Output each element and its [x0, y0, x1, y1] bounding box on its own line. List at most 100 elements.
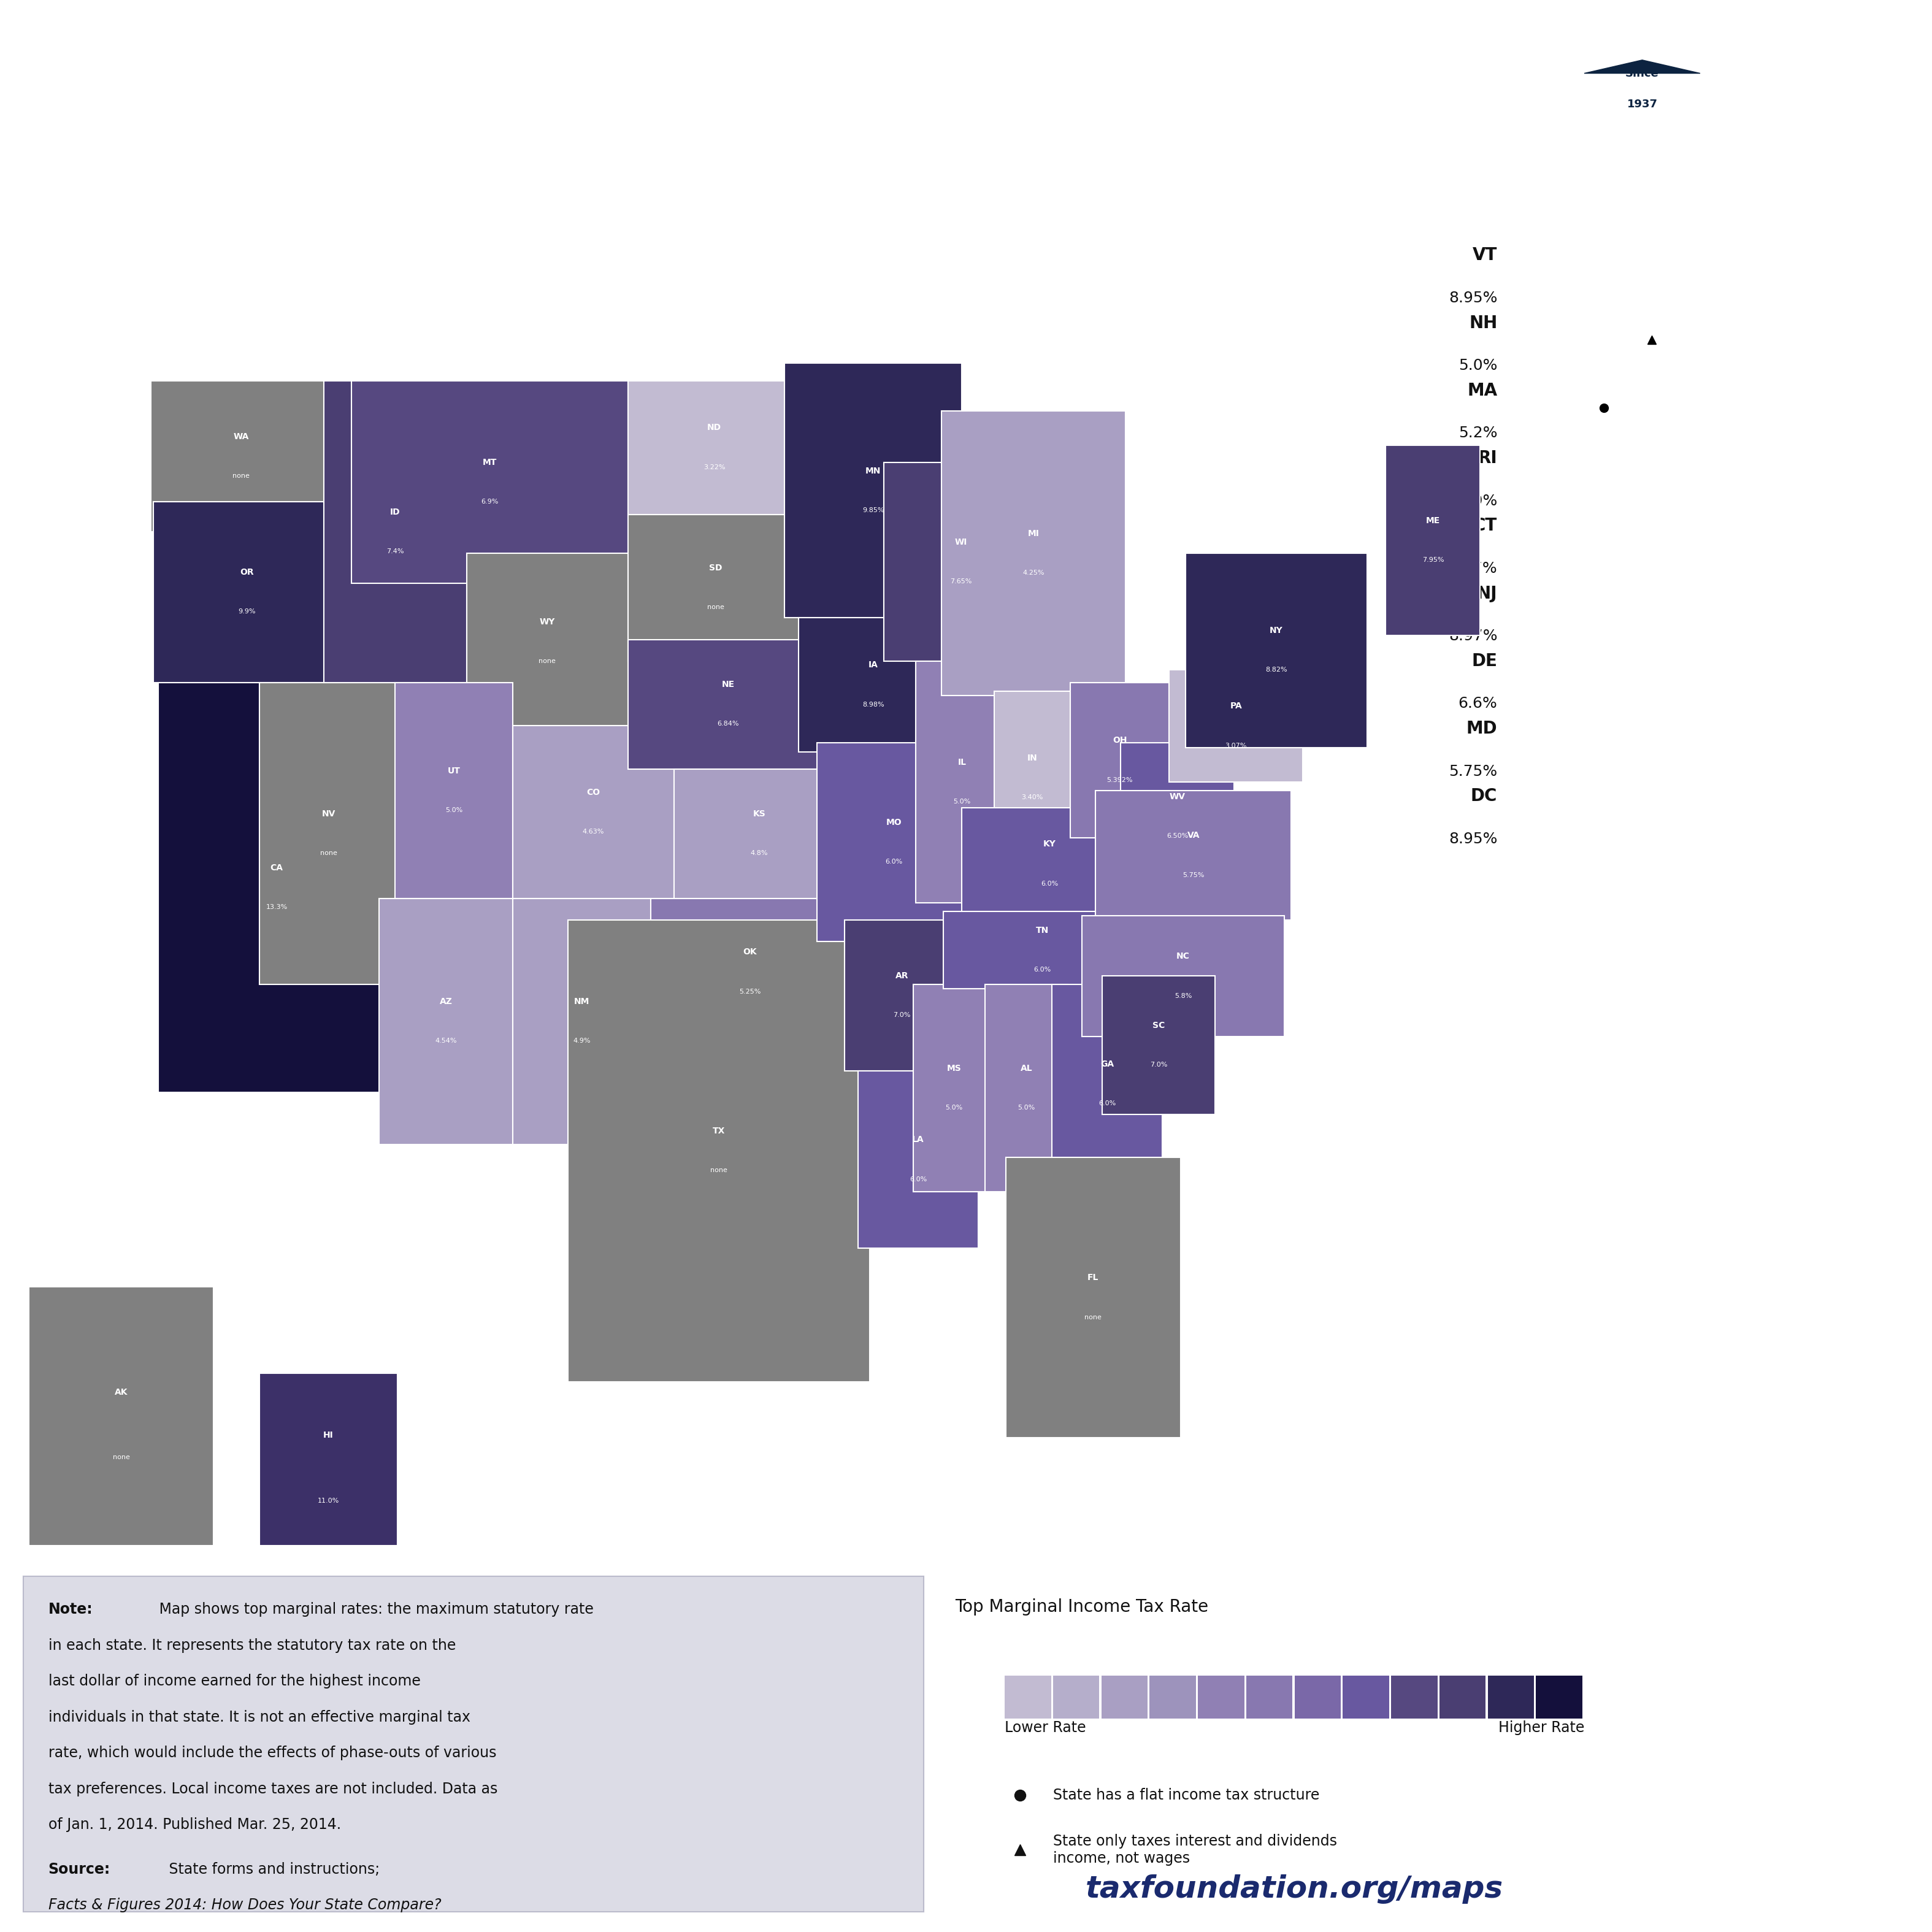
Text: none: none	[539, 659, 556, 665]
Text: NC: NC	[1177, 952, 1190, 960]
Text: 4.8%: 4.8%	[750, 850, 767, 856]
Text: 8.97%: 8.97%	[1449, 628, 1497, 643]
FancyBboxPatch shape	[1536, 1675, 1582, 1718]
Text: taxfoundation.org/maps: taxfoundation.org/maps	[1086, 1874, 1503, 1903]
Polygon shape	[396, 682, 512, 898]
Text: MT: MT	[483, 458, 497, 468]
Text: TAX: TAX	[1376, 68, 1445, 100]
Text: 8.98%: 8.98%	[862, 701, 885, 707]
Text: TX: TX	[713, 1126, 724, 1136]
Polygon shape	[568, 920, 869, 1381]
Text: Lower Rate: Lower Rate	[1005, 1719, 1086, 1735]
Text: State has a flat income tax structure: State has a flat income tax structure	[1053, 1787, 1320, 1803]
Text: MS: MS	[947, 1065, 960, 1072]
Text: Map shows top marginal rates: the maximum statutory rate: Map shows top marginal rates: the maximu…	[155, 1602, 593, 1617]
Polygon shape	[1103, 976, 1215, 1115]
Text: 5.25%: 5.25%	[740, 989, 761, 995]
FancyBboxPatch shape	[1488, 1675, 1534, 1718]
Text: IL: IL	[958, 757, 966, 767]
Text: 4.63%: 4.63%	[583, 829, 605, 835]
Text: 6.7%: 6.7%	[1459, 560, 1497, 576]
Polygon shape	[352, 381, 628, 583]
Text: CA: CA	[270, 864, 284, 871]
Text: PA: PA	[1231, 701, 1242, 711]
Polygon shape	[674, 769, 844, 898]
Text: 6.0%: 6.0%	[885, 860, 902, 866]
Text: NV: NV	[321, 810, 336, 819]
FancyBboxPatch shape	[23, 1577, 923, 1911]
Polygon shape	[914, 985, 995, 1192]
Text: MN: MN	[866, 468, 881, 475]
Circle shape	[1333, 54, 1932, 124]
Text: NJ: NJ	[1476, 585, 1497, 603]
Text: SD: SD	[709, 564, 723, 572]
Text: MI: MI	[1028, 529, 1039, 537]
FancyBboxPatch shape	[1439, 1675, 1486, 1718]
Text: 9.9%: 9.9%	[238, 609, 255, 614]
Text: 5.75%: 5.75%	[1449, 763, 1497, 779]
Text: individuals in that state. It is not an effective marginal tax: individuals in that state. It is not an …	[48, 1710, 469, 1725]
Text: MD: MD	[1466, 721, 1497, 738]
Text: WA: WA	[234, 433, 249, 440]
Text: 4.25%: 4.25%	[1022, 570, 1043, 576]
Polygon shape	[151, 381, 330, 531]
Text: SC: SC	[1153, 1022, 1165, 1030]
Text: 6.0%: 6.0%	[1041, 881, 1059, 887]
Text: UT: UT	[448, 767, 460, 775]
Text: 6.0%: 6.0%	[1034, 966, 1051, 974]
Polygon shape	[512, 726, 674, 898]
Polygon shape	[1095, 790, 1291, 920]
FancyBboxPatch shape	[1246, 1675, 1293, 1718]
Polygon shape	[962, 808, 1136, 920]
Text: rate, which would include the effects of phase-outs of various: rate, which would include the effects of…	[48, 1747, 497, 1760]
Polygon shape	[651, 898, 848, 1045]
Polygon shape	[995, 692, 1070, 864]
Polygon shape	[1070, 682, 1169, 838]
Text: GA: GA	[1099, 1061, 1115, 1068]
Text: NY: NY	[1269, 626, 1283, 636]
FancyBboxPatch shape	[1150, 1675, 1196, 1718]
Polygon shape	[628, 381, 800, 514]
Text: RI: RI	[1478, 450, 1497, 468]
Text: 7.4%: 7.4%	[386, 549, 404, 554]
Polygon shape	[943, 912, 1142, 989]
Text: KS: KS	[753, 810, 765, 819]
Text: 8.95%: 8.95%	[1449, 290, 1497, 305]
Text: 3.40%: 3.40%	[1022, 794, 1043, 800]
Polygon shape	[784, 363, 962, 618]
Polygon shape	[916, 661, 1009, 902]
Polygon shape	[1385, 444, 1480, 636]
Polygon shape	[1121, 744, 1235, 891]
Polygon shape	[1051, 985, 1163, 1182]
Polygon shape	[29, 1287, 213, 1546]
Polygon shape	[379, 898, 512, 1144]
Text: DE: DE	[1472, 653, 1497, 670]
Polygon shape	[858, 1070, 978, 1248]
Polygon shape	[325, 381, 468, 682]
Text: none: none	[112, 1455, 129, 1461]
Text: 3.22%: 3.22%	[703, 464, 724, 469]
Text: 7.65%: 7.65%	[951, 578, 972, 585]
Polygon shape	[512, 898, 651, 1144]
Text: Top State Income Tax Rates: Top State Income Tax Rates	[58, 85, 1010, 145]
Polygon shape	[468, 553, 628, 730]
Text: TN: TN	[1036, 925, 1049, 935]
Polygon shape	[941, 412, 1126, 696]
Text: Source:: Source:	[48, 1862, 110, 1876]
Polygon shape	[1186, 553, 1368, 748]
Text: 1937: 1937	[1627, 99, 1658, 110]
Polygon shape	[628, 639, 829, 769]
Polygon shape	[259, 682, 398, 985]
Text: CO: CO	[587, 788, 601, 796]
Polygon shape	[883, 462, 1037, 661]
Text: tax preferences. Local income taxes are not included. Data as: tax preferences. Local income taxes are …	[48, 1781, 498, 1797]
Text: OK: OK	[744, 949, 757, 956]
Text: none: none	[1084, 1314, 1101, 1320]
Text: VT: VT	[1472, 247, 1497, 265]
Text: IN: IN	[1028, 753, 1037, 761]
Text: 6.84%: 6.84%	[717, 721, 740, 726]
Text: FOUNDATION: FOUNDATION	[1341, 139, 1480, 158]
Text: 13.3%: 13.3%	[267, 904, 288, 910]
FancyBboxPatch shape	[1294, 1675, 1341, 1718]
Text: 5.2%: 5.2%	[1459, 425, 1497, 440]
